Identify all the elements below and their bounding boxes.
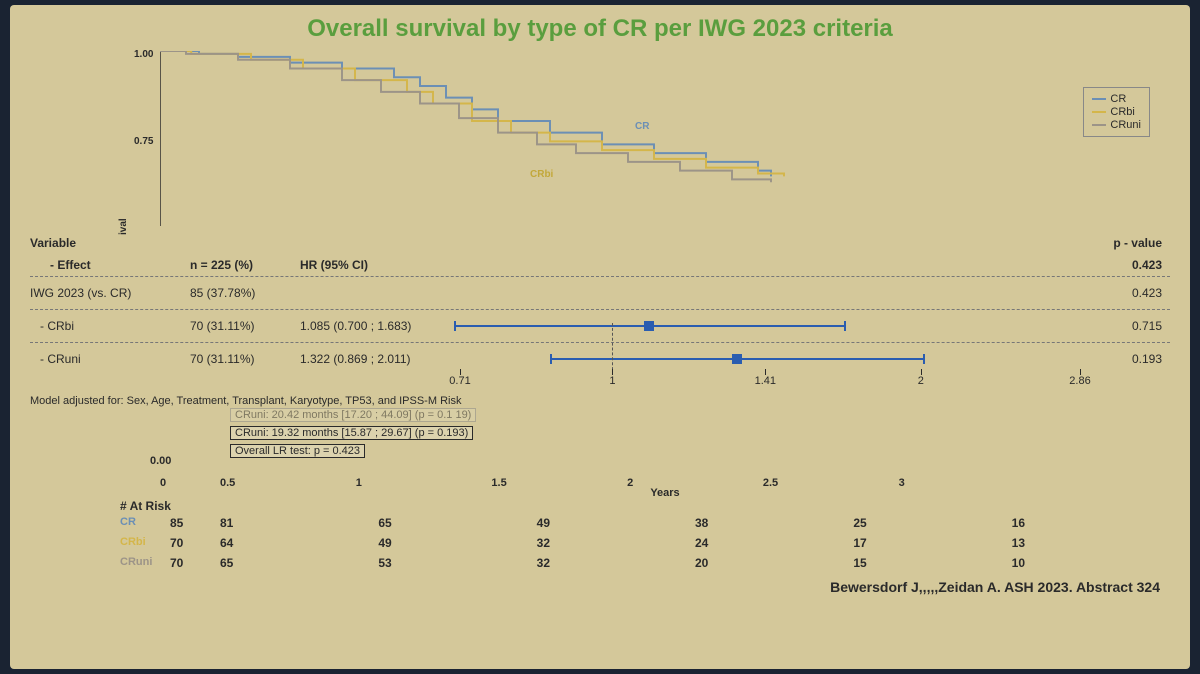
curve-label-crbi: CRbi (530, 169, 553, 180)
legend: CR CRbi CRuni (1083, 87, 1150, 137)
forest-header-2: - Effect n = 225 (%) HR (95% CI) 0.423 (30, 254, 1170, 276)
hdr-variable: Variable (30, 236, 190, 250)
km-curve-CRbi (160, 51, 784, 176)
risk-row: CR85816549382516 (120, 513, 1170, 533)
hdr-hr: HR (95% CI) (300, 258, 450, 272)
inset-boxes: CRuni: 20.42 months [17.20 ; 44.09] (p =… (230, 405, 1170, 459)
legend-crbi: CRbi (1092, 106, 1141, 118)
forest-row: - CRuni70 (31.11%)1.322 (0.869 ; 2.011)0… (30, 342, 1170, 375)
citation: Bewersdorf J,,,,,Zeidan A. ASH 2023. Abs… (30, 579, 1160, 595)
hdr-effect: - Effect (30, 258, 190, 272)
km-chart: 1.00 0.75 CR CRbi (160, 51, 940, 226)
slide-title: Overall survival by type of CR per IWG 2… (30, 15, 1170, 43)
forest-row: IWG 2023 (vs. CR)85 (37.78%)0.423 (30, 276, 1170, 309)
legend-cr: CR (1092, 93, 1141, 105)
inset-cruni: CRuni: 19.32 months [15.87 ; 29.67] (p =… (230, 426, 473, 440)
inset-lr: Overall LR test: p = 0.423 (230, 444, 365, 458)
risk-header: # At Risk (160, 499, 1170, 513)
risk-row: CRuni70655332201510 (120, 553, 1170, 573)
km-svg (160, 51, 940, 226)
ytick-1: 1.00 (134, 49, 153, 60)
global-p: 0.423 (1090, 258, 1170, 272)
km-curve-CRuni (160, 51, 771, 182)
risk-table: 0 0.5 1 1.5 2 2.5 3 Years # At Risk CR85… (30, 477, 1170, 573)
hdr-pval: p - value (1090, 236, 1170, 250)
km-curve-CR (160, 51, 771, 176)
curve-label-cr: CR (635, 121, 649, 132)
slide-container: Overall survival by type of CR per IWG 2… (10, 5, 1190, 669)
ytick-075: 0.75 (134, 136, 153, 147)
risk-row: CRbi70644932241713 (120, 533, 1170, 553)
forest-table: Variable p - value - Effect n = 225 (%) … (30, 232, 1170, 393)
hdr-n: n = 225 (%) (190, 258, 300, 272)
forest-row: - CRbi70 (31.11%)1.085 (0.700 ; 1.683)0.… (30, 309, 1170, 342)
ytick-zero: 0.00 (150, 455, 171, 467)
inset-faded: CRuni: 20.42 months [17.20 ; 44.09] (p =… (230, 408, 476, 422)
y-axis-label: ival (118, 218, 129, 235)
forest-axis: 0.7111.4122.86 (30, 375, 1170, 393)
forest-header-1: Variable p - value (30, 232, 1170, 254)
legend-cruni: CRuni (1092, 119, 1141, 131)
